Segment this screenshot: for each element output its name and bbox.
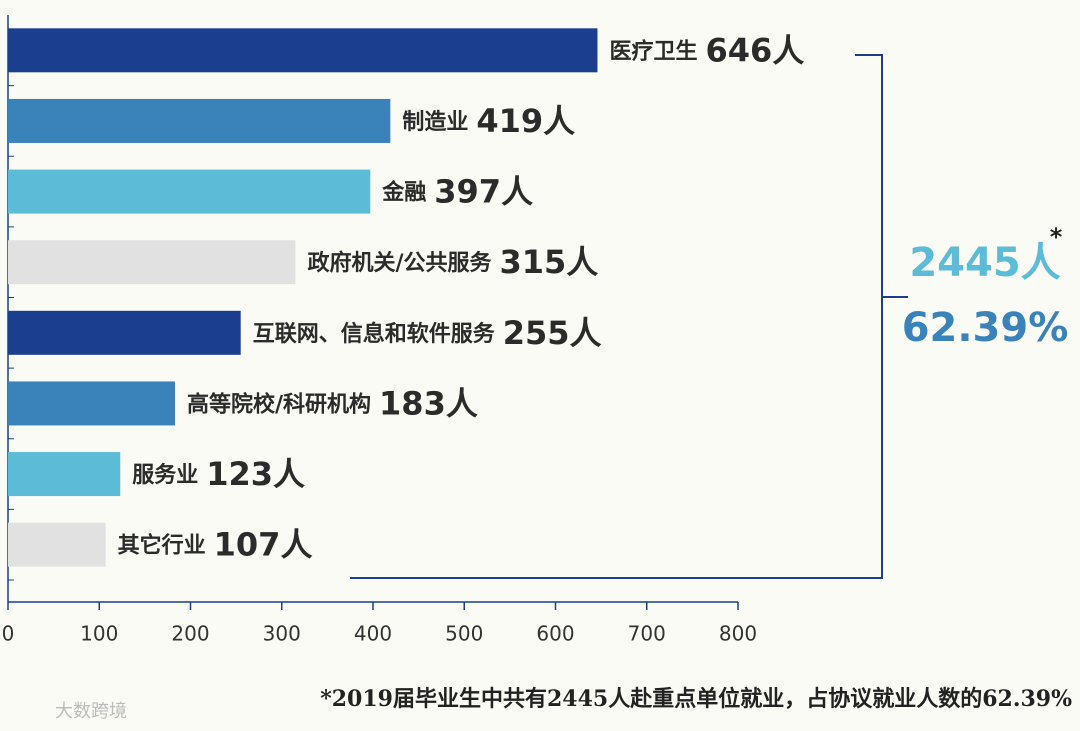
category-label: 高等院校/科研机构 bbox=[187, 391, 371, 417]
bar-label: 金融 397人 bbox=[381, 173, 533, 211]
value-label: 183人 bbox=[379, 384, 478, 422]
bar bbox=[8, 381, 175, 426]
bar-label: 制造业 419人 bbox=[402, 102, 575, 140]
value-label: 315人 bbox=[499, 243, 598, 281]
x-tick-label: 600 bbox=[536, 622, 574, 646]
bar bbox=[8, 310, 241, 355]
bar-label: 医疗卫生 646人 bbox=[609, 31, 804, 69]
bracket bbox=[350, 54, 908, 579]
bar bbox=[8, 452, 121, 497]
value-label: 646人 bbox=[705, 31, 804, 69]
category-label: 政府机关/公共服务 bbox=[307, 250, 492, 276]
value-label: 107人 bbox=[214, 526, 313, 564]
x-tick-label: 700 bbox=[628, 622, 666, 646]
x-tick-label: 500 bbox=[445, 622, 483, 646]
bar-label: 政府机关/公共服务 315人 bbox=[307, 243, 598, 281]
category-label: 互联网、信息和软件服务 bbox=[253, 321, 496, 347]
x-tick-label: 400 bbox=[354, 622, 392, 646]
x-tick-label: 200 bbox=[171, 622, 209, 646]
percent-annotation: 62.39% bbox=[902, 305, 1069, 351]
category-label: 医疗卫生 bbox=[609, 38, 697, 64]
x-tick-label: 800 bbox=[719, 622, 757, 646]
value-label: 419人 bbox=[476, 102, 575, 140]
asterisk: * bbox=[1050, 223, 1063, 251]
bar-label: 高等院校/科研机构 183人 bbox=[187, 384, 478, 422]
bar-label: 其它行业 107人 bbox=[118, 526, 313, 564]
watermark: 大数跨境 bbox=[55, 701, 127, 722]
x-tick-label: 100 bbox=[80, 622, 118, 646]
category-label: 服务业 bbox=[132, 462, 198, 488]
value-label: 255人 bbox=[503, 314, 602, 352]
bar bbox=[8, 522, 106, 567]
footnote: *2019届毕业生中共有2445人赴重点单位就业，占协议就业人数的62.39% bbox=[320, 686, 1072, 712]
category-label: 金融 bbox=[381, 180, 426, 206]
bar bbox=[8, 240, 296, 285]
value-label: 123人 bbox=[206, 455, 305, 493]
x-tick-label: 0 bbox=[2, 622, 15, 646]
total-annotation: 2445人 bbox=[909, 240, 1060, 286]
bar bbox=[8, 28, 598, 73]
bar bbox=[8, 169, 371, 214]
category-label: 制造业 bbox=[402, 109, 468, 135]
bar bbox=[8, 98, 391, 143]
x-tick-label: 300 bbox=[263, 622, 301, 646]
category-label: 其它行业 bbox=[118, 533, 206, 559]
bar-label: 互联网、信息和软件服务 255人 bbox=[253, 314, 602, 352]
value-label: 397人 bbox=[434, 173, 533, 211]
bar-label: 服务业 123人 bbox=[132, 455, 305, 493]
